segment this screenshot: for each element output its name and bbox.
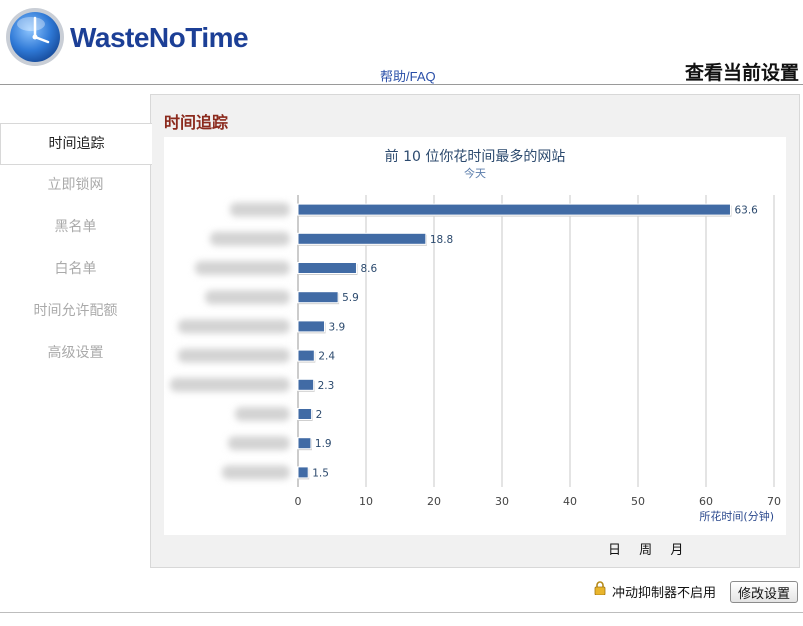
bar: [297, 349, 315, 362]
lock-icon: [594, 581, 606, 595]
blurred-site-label: [228, 436, 290, 451]
sidebar-item-advanced-settings[interactable]: 高级设置: [47, 345, 104, 361]
x-axis-label: 所花时间(分钟): [699, 509, 774, 523]
sidebar-nav: 时间追踪 立即锁网 黑名单 白名单 时间允许配额 高级设置: [0, 123, 152, 375]
bar: [297, 320, 326, 333]
chart-svg: 前 10 位你花时间最多的网站 今天 63.6 18.8 8.6 5.9 3.9 2.4 2…: [170, 148, 781, 523]
bar-value-label: 3.9: [329, 321, 346, 333]
x-tick-label: 20: [427, 495, 441, 508]
help-faq-link[interactable]: 帮助/FAQ: [380, 69, 436, 84]
chart-title: 前 10 位你花时间最多的网站: [385, 148, 566, 165]
edit-settings-button[interactable]: 修改设置: [730, 581, 799, 603]
bar-value-label: 1.9: [315, 438, 332, 450]
x-tick-label: 0: [295, 495, 302, 508]
bar: [297, 203, 731, 216]
sidebar-item-time-allowance[interactable]: 时间允许配额: [33, 303, 118, 319]
x-tick-label: 40: [563, 495, 577, 508]
tab-month[interactable]: 月: [670, 543, 684, 558]
x-tick-label: 50: [631, 495, 645, 508]
bar-value-label: 2.4: [318, 351, 335, 363]
chart-subtitle: 今天: [464, 166, 486, 180]
sidebar-item-whitelist[interactable]: 白名单: [54, 261, 97, 277]
app-logo-text: WasteNoTime: [70, 22, 249, 53]
x-tick-label: 70: [767, 495, 781, 508]
bar-value-label: 2.3: [318, 380, 335, 392]
footer-bar: 冲动抑制器不启用 修改设置: [0, 576, 803, 606]
top-sites-chart: 前 10 位你花时间最多的网站 今天 63.6 18.8 8.6 5.9 3.9 2.4 2…: [164, 137, 786, 535]
blurred-site-label: [235, 407, 290, 421]
blurred-site-label: [170, 377, 290, 392]
sidebar-item-blacklist[interactable]: 黑名单: [54, 219, 97, 235]
bar: [297, 291, 339, 304]
bar: [297, 466, 309, 479]
bar: [297, 408, 313, 420]
x-tick-label: 10: [359, 495, 373, 508]
blurred-site-label: [210, 231, 290, 246]
bar: [297, 262, 357, 274]
bar: [297, 232, 427, 245]
section-title: 时间追踪: [164, 113, 229, 132]
bar-value-label: 8.6: [360, 263, 377, 275]
view-current-settings[interactable]: 查看当前设置: [684, 62, 799, 84]
sidebar-item-lock-now[interactable]: 立即锁网: [47, 177, 104, 193]
blurred-site-label: [178, 319, 290, 334]
bar-value-label: 18.8: [430, 234, 453, 246]
bar-value-label: 2: [316, 409, 323, 421]
header-divider: [0, 84, 803, 85]
bar-value-label: 5.9: [342, 292, 359, 304]
bar-value-label: 1.5: [312, 467, 329, 479]
procrastination-status: 冲动抑制器不启用: [612, 586, 717, 601]
tab-week[interactable]: 周: [639, 543, 653, 558]
x-tick-label: 60: [699, 495, 713, 508]
footer-divider: [0, 612, 803, 613]
blurred-site-label: [205, 290, 290, 305]
clock-logo-icon: [4, 6, 66, 68]
blurred-site-label: [230, 202, 290, 217]
blurred-site-label: [195, 261, 290, 275]
main-panel: 时间追踪 前 10 位你花时间最多的网站 今天 63.6 18.8 8.6 5.9 3.…: [150, 94, 800, 568]
sidebar-item-time-tracking[interactable]: 时间追踪: [0, 123, 152, 165]
bar: [297, 437, 312, 450]
bar: [297, 378, 315, 391]
blurred-site-label: [222, 465, 290, 480]
bar-value-label: 63.6: [734, 205, 758, 217]
tab-day[interactable]: 日: [608, 543, 622, 558]
x-tick-label: 30: [495, 495, 509, 508]
blurred-site-label: [178, 348, 290, 363]
range-tabs: 日 周 月: [608, 539, 697, 558]
